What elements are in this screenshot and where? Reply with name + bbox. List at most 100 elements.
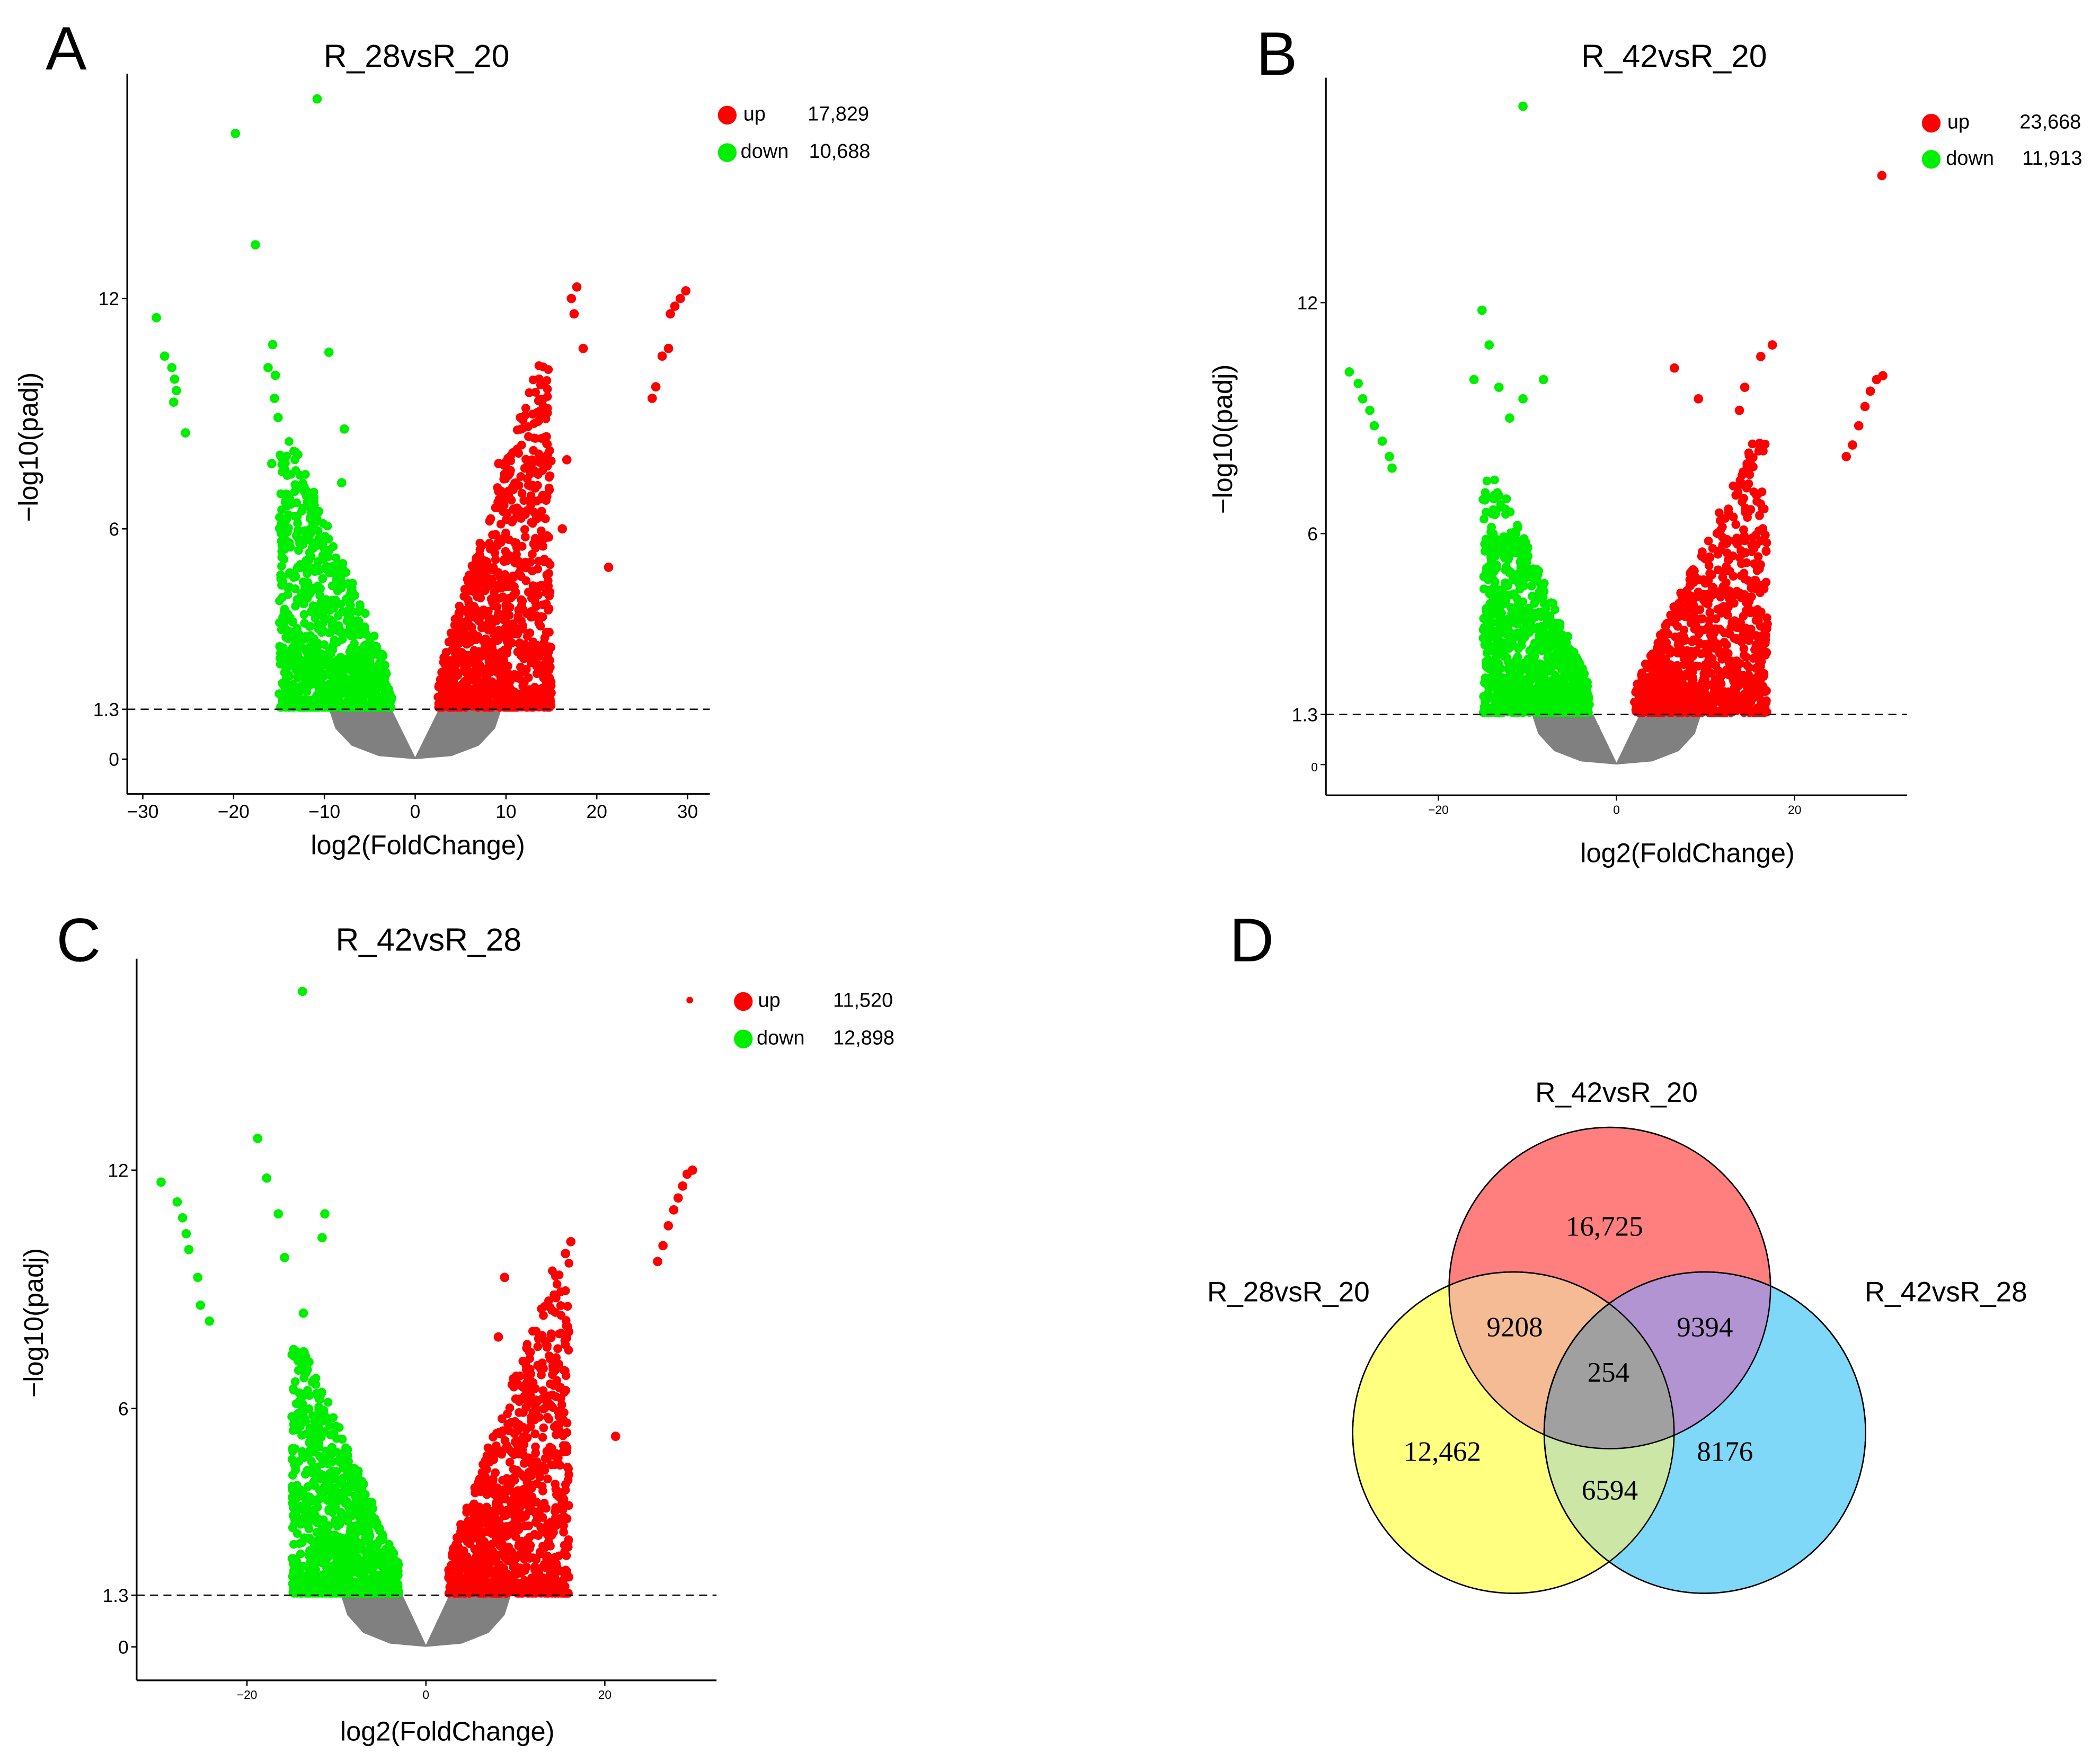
up-point — [545, 560, 555, 569]
up-point — [533, 564, 543, 574]
up-point — [471, 579, 481, 588]
down-point — [277, 505, 286, 514]
up-point — [1666, 610, 1675, 620]
down-point — [343, 1572, 352, 1582]
up-point — [531, 1448, 540, 1458]
down-point — [275, 596, 284, 606]
up-point — [447, 692, 456, 701]
up-point — [1740, 382, 1750, 392]
up-point — [666, 309, 675, 319]
down-point — [367, 1565, 377, 1575]
down-point — [298, 1449, 307, 1459]
up-point — [1661, 654, 1670, 664]
up-point — [514, 449, 523, 458]
up-point — [1748, 606, 1758, 616]
up-point — [546, 701, 556, 710]
down-point — [1524, 603, 1534, 613]
down-point — [383, 1561, 392, 1571]
down-point — [314, 1438, 324, 1447]
down-point — [1353, 378, 1363, 388]
down-point — [298, 478, 308, 488]
up-point — [530, 533, 540, 543]
down-point — [375, 1536, 384, 1546]
up-point — [496, 519, 506, 529]
up-point — [1767, 340, 1777, 350]
up-point — [526, 607, 535, 617]
down-point — [334, 621, 343, 630]
y-tick-label: 6 — [1307, 524, 1318, 545]
up-point — [531, 388, 540, 397]
down-point — [335, 671, 344, 681]
up-point — [521, 404, 530, 413]
down-point — [1521, 622, 1530, 632]
legend: up 17,829 down 10,688 — [717, 103, 871, 163]
down-point — [1519, 574, 1529, 583]
up-point — [1731, 634, 1741, 643]
up-point — [541, 414, 551, 423]
up-point — [1703, 648, 1712, 658]
down-point — [1521, 566, 1530, 575]
up-point — [1724, 586, 1733, 595]
down-point — [373, 1577, 382, 1586]
down-point — [251, 240, 260, 250]
down-point — [1520, 539, 1529, 548]
down-point — [313, 581, 323, 591]
down-point — [285, 493, 294, 503]
up-point — [1754, 526, 1764, 536]
down-point — [340, 424, 349, 434]
up-point — [510, 558, 520, 567]
up-point — [546, 677, 556, 687]
up-point — [534, 449, 544, 459]
down-point — [313, 557, 323, 566]
y-tick-label: 12 — [99, 289, 119, 309]
down-point — [365, 637, 375, 647]
down-point — [296, 1399, 306, 1409]
up-point — [1675, 632, 1685, 641]
non-significant-region — [1531, 714, 1702, 765]
up-point — [480, 586, 490, 595]
down-point — [350, 665, 359, 674]
up-point — [676, 293, 685, 304]
up-point — [647, 394, 657, 403]
down-point — [325, 568, 334, 577]
down-point — [1542, 683, 1552, 692]
down-point — [290, 1377, 300, 1386]
up-point — [481, 556, 490, 566]
legend-up-count: 17,829 — [808, 103, 869, 125]
up-point — [1630, 697, 1639, 707]
down-point — [1536, 586, 1546, 595]
up-point — [539, 555, 549, 564]
up-point — [569, 309, 579, 319]
down-point — [279, 555, 289, 564]
down-point — [344, 1503, 353, 1512]
up-point — [1688, 652, 1697, 661]
down-point — [296, 1549, 305, 1559]
down-point — [1555, 619, 1565, 628]
up-point — [1713, 565, 1723, 575]
up-point — [1681, 612, 1690, 621]
down-point — [307, 586, 317, 595]
down-point — [1492, 547, 1502, 557]
down-point — [338, 1435, 347, 1444]
x-tick-label: −20 — [218, 802, 250, 822]
up-point — [1757, 699, 1766, 709]
down-point — [1541, 604, 1550, 613]
up-point — [538, 600, 547, 610]
down-point — [314, 680, 324, 689]
down-point — [302, 674, 311, 683]
down-point — [329, 1564, 339, 1574]
down-point — [290, 455, 299, 465]
up-point — [517, 616, 526, 626]
down-point — [279, 655, 288, 664]
down-point — [1501, 598, 1510, 607]
up-point — [1635, 708, 1644, 717]
up-point — [459, 681, 468, 690]
up-point — [536, 621, 545, 631]
down-point — [299, 702, 308, 712]
down-point — [385, 1587, 395, 1596]
up-point — [541, 514, 550, 523]
down-point — [1487, 509, 1497, 519]
down-point — [278, 467, 287, 477]
